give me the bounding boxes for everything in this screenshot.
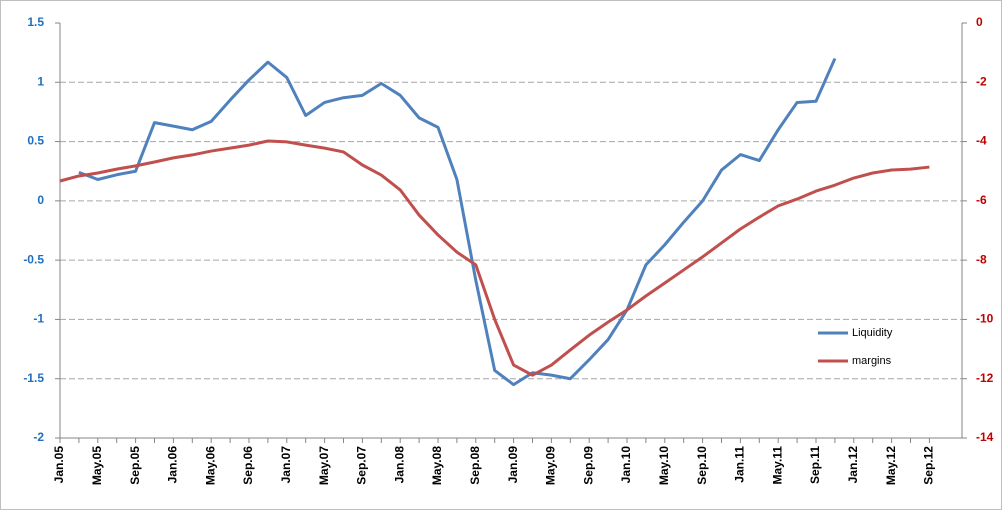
y-tick-label: -2 [33,430,44,444]
y-tick-label: -1.5 [23,371,44,385]
x-tick-label: May.09 [544,446,558,485]
x-tick-label: Jan.12 [846,446,860,484]
x-tick-label: Sep.09 [581,446,595,485]
legend-label: Liquidity [852,327,893,339]
x-tick-label: Jan.11 [733,446,747,483]
x-tick-label: Jan.07 [279,446,293,484]
y2-tick-label: -2 [976,74,987,88]
x-tick-label: Jan.09 [506,446,520,484]
x-tick-label: May.08 [430,446,444,485]
x-tick-label: May.05 [90,446,104,485]
x-tick-label: Sep.05 [128,446,142,485]
x-tick-label: Sep.07 [355,446,369,485]
x-tick-label: Jan.05 [52,446,66,484]
series-line [78,57,837,387]
y2-tick-label: 0 [976,15,983,29]
x-tick-label: May.10 [657,446,671,485]
x-tick-label: May.11 [770,446,784,485]
y-tick-label: -1 [33,312,44,326]
x-tick-label: Sep.08 [468,446,482,485]
y-tick-label: 0.5 [27,134,44,148]
x-tick-label: Jan.08 [392,446,406,484]
y-tick-label: 1 [37,74,44,88]
series-line [59,139,930,377]
y2-tick-label: -8 [976,252,987,266]
y2-tick-label: -14 [976,430,994,444]
y2-tick-label: -4 [976,134,987,148]
legend-label: margins [852,355,892,367]
y-tick-label: 0 [37,193,44,207]
x-tick-label: May.06 [203,446,217,485]
x-tick-label: Sep.06 [241,446,255,485]
x-tick-label: Jan.06 [166,446,180,484]
y2-tick-label: -12 [976,371,994,385]
y-tick-label: 1.5 [27,15,44,29]
y-tick-label: -0.5 [23,252,44,266]
x-tick-label: May.12 [884,446,898,485]
x-tick-label: Jan.10 [619,446,633,484]
x-tick-label: Sep.11 [808,446,822,484]
y2-tick-label: -6 [976,193,987,207]
x-tick-label: Sep.10 [695,446,709,485]
y2-tick-label: -10 [976,312,994,326]
x-tick-label: Sep.12 [922,446,936,485]
x-tick-label: May.07 [317,446,331,485]
